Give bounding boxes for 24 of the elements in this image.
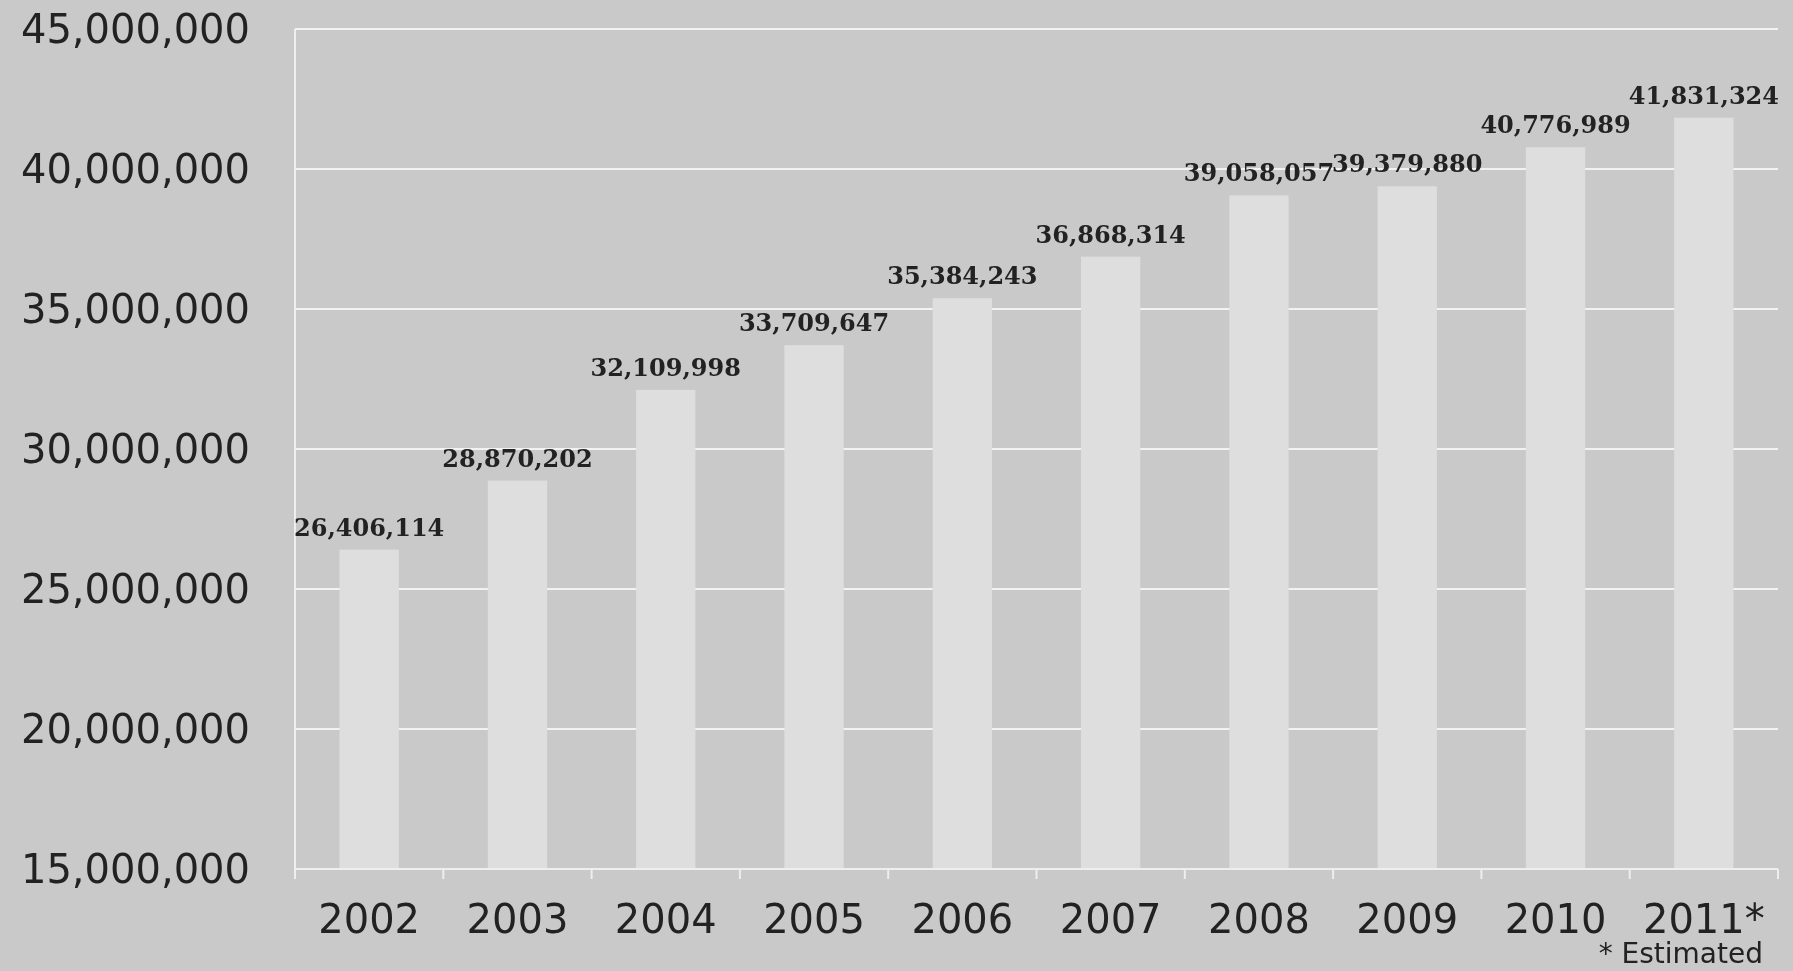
data-label: 35,384,243 [887,261,1038,291]
x-tick-label: 2002 [318,896,421,942]
y-tick-label: 20,000,000 [20,706,250,752]
y-tick-label: 40,000,000 [20,146,250,192]
x-tick-label: 2006 [911,896,1014,942]
data-label: 26,406,114 [293,512,445,542]
data-label: 32,109,998 [590,352,741,382]
x-tick-label: 2007 [1059,896,1162,942]
x-tick-label: 2005 [763,896,865,942]
y-tick-label: 15,000,000 [20,846,250,892]
data-label: 40,776,989 [1480,110,1631,140]
y-tick-label: 45,000,000 [20,6,250,52]
data-label: 33,709,647 [738,308,890,338]
data-label: 41,831,324 [1628,80,1780,110]
x-tick-label: 2003 [466,896,569,942]
data-label: 39,379,880 [1332,149,1483,179]
x-tick-label: 2009 [1356,896,1459,942]
x-tick-label: 2004 [614,896,717,942]
y-tick-label: 25,000,000 [20,566,250,612]
y-tick-label: 35,000,000 [20,286,250,332]
data-label: 28,870,202 [442,443,593,473]
x-tick-label: 2008 [1208,896,1310,942]
data-label: 36,868,314 [1035,219,1186,249]
y-tick-label: 30,000,000 [20,426,250,472]
